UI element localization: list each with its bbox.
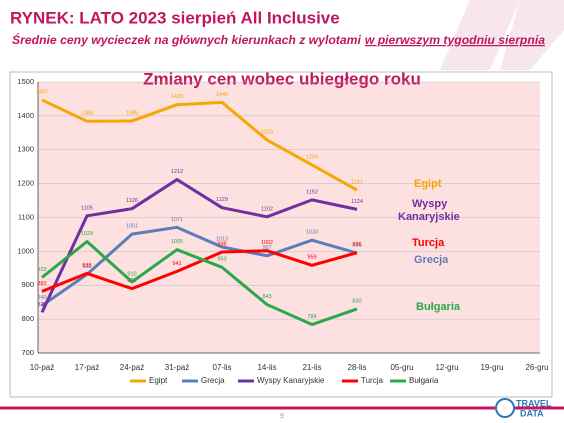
deco (440, 0, 520, 70)
y-tick-label: 1500 (17, 77, 34, 86)
slide-title: RYNEK: LATO 2023 sierpień All Inclusive (10, 8, 340, 27)
series-line (41, 249, 358, 293)
subtitle-part: w pierwszym tygodniu sierpnia (365, 33, 545, 47)
data-label: 1002 (261, 240, 273, 246)
data-label: 1005 (171, 239, 183, 245)
series-line (41, 98, 358, 192)
data-label: 1255 (306, 154, 318, 160)
data-label: 1124 (351, 199, 363, 205)
data-label: 995 (352, 243, 361, 249)
data-label: 1029 (81, 231, 93, 237)
data-label: 932 (82, 264, 91, 270)
legend-label: Turcja (361, 376, 383, 385)
series-line (40, 178, 358, 313)
x-tick-label: 14-lis (257, 363, 276, 372)
y-tick-label: 800 (21, 314, 34, 323)
y-tick-label: 1300 (17, 145, 34, 154)
data-label: 830 (352, 298, 361, 304)
data-label: 1129 (216, 197, 228, 203)
y-tick-label: 1100 (18, 212, 34, 221)
data-label: 1105 (81, 205, 93, 211)
series-annotation: Grecja (414, 254, 449, 266)
data-label: 953 (217, 257, 226, 263)
x-tick-label: 17-paź (75, 363, 99, 372)
series-annotation: Egipt (414, 178, 442, 190)
x-tick-label: 21-lis (302, 363, 321, 372)
y-tick-label: 700 (21, 348, 34, 357)
data-label: 1440 (216, 92, 228, 98)
legend-label: Egipt (149, 376, 168, 385)
series-annotation: Turcja (412, 237, 445, 249)
y-tick-label: 1000 (17, 246, 34, 255)
series-annotation: Kanaryjskie (398, 211, 460, 223)
data-label: 910 (127, 271, 136, 277)
data-label: 840 (37, 295, 46, 301)
data-label: 784 (307, 314, 316, 320)
data-label: 923 (37, 267, 46, 273)
deco (500, 0, 564, 70)
x-tick-label: 26-gru (525, 363, 548, 372)
data-label: 1013 (216, 236, 228, 242)
data-label: 820 (37, 302, 46, 308)
data-label: 1102 (261, 206, 273, 212)
data-label: 998 (217, 242, 226, 248)
series-annotation: Wyspy (412, 198, 448, 210)
x-tick-label: 07-lis (212, 363, 231, 372)
page-number: 9 (280, 413, 284, 420)
logo-text: DATA (520, 408, 544, 418)
series-line (41, 225, 358, 307)
data-label: 1051 (126, 224, 138, 230)
data-label: 1329 (261, 129, 273, 135)
x-tick-label: 24-paź (120, 363, 144, 372)
x-tick-label: 10-paź (30, 363, 54, 372)
legend-label: Wyspy Kanaryjskie (257, 376, 325, 385)
series-annotation: Bułgaria (416, 301, 461, 313)
data-label: 1447 (36, 89, 48, 95)
slide-subtitle: Średnie ceny wycieczek na głównych kieru… (12, 32, 545, 47)
x-tick-label: 12-gru (435, 363, 458, 372)
data-label: 1181 (351, 180, 363, 186)
data-label: 1071 (171, 217, 183, 223)
x-tick-label: 31-paź (165, 363, 189, 372)
data-label: 1033 (306, 230, 318, 236)
legend-label: Bułgaria (409, 376, 439, 385)
data-label: 935 (82, 263, 91, 269)
data-label: 1152 (306, 189, 318, 195)
data-label: 843 (262, 294, 271, 300)
logo-text: TRAVEL (516, 398, 552, 408)
data-label: 987 (262, 245, 271, 251)
data-label: 941 (172, 261, 181, 267)
chart-title: Zmiany cen wobec ubiegłego roku (143, 69, 421, 88)
legend-label: Grecja (201, 376, 225, 385)
y-tick-label: 1200 (17, 179, 34, 188)
logo-icon (495, 398, 515, 418)
x-tick-label: 28-lis (347, 363, 366, 372)
data-label: 1212 (171, 169, 183, 175)
data-label: 882 (37, 281, 46, 287)
x-tick-label: 05-gru (390, 363, 413, 372)
x-tick-label: 19-gru (480, 363, 503, 372)
y-tick-label: 900 (21, 280, 34, 289)
data-label: 1126 (126, 198, 138, 204)
y-tick-label: 1400 (17, 111, 34, 120)
data-label: 1384 (81, 111, 93, 117)
subtitle-part: Średnie ceny wycieczek na głównych kieru… (12, 32, 361, 47)
data-label: 996 (352, 242, 361, 248)
series-line (41, 240, 358, 327)
data-label: 1385 (126, 110, 138, 116)
data-label: 1433 (171, 94, 183, 100)
data-label: 959 (307, 255, 316, 261)
